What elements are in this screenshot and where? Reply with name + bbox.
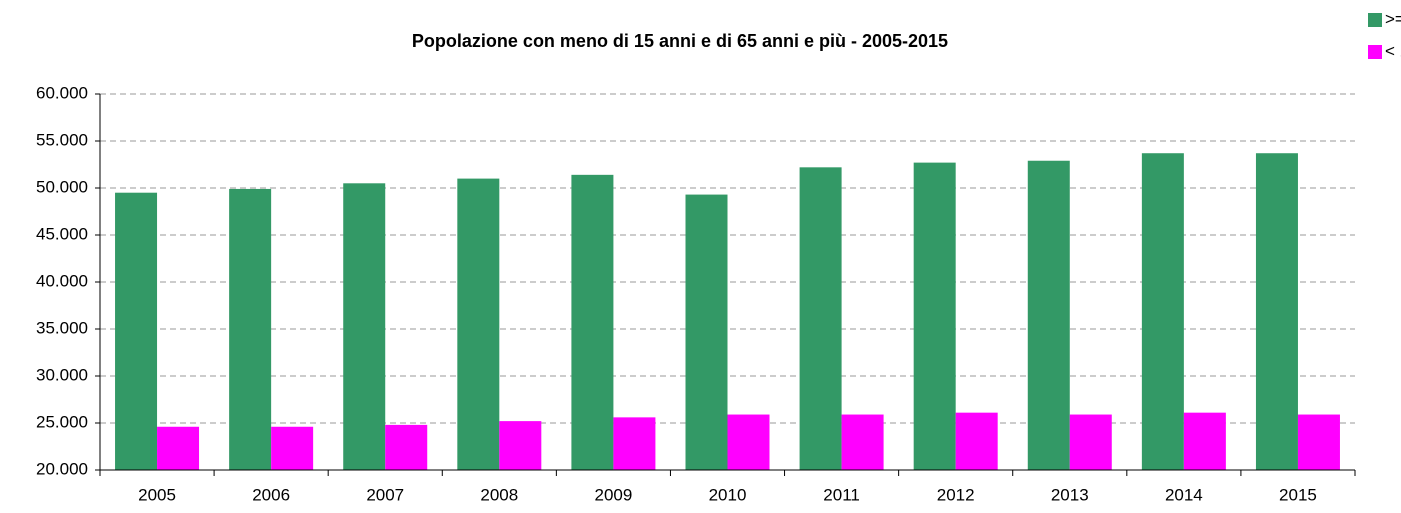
bar: [1141, 153, 1184, 470]
y-tick-label: 30.000: [36, 365, 88, 384]
y-tick-label: 60.000: [36, 83, 88, 102]
legend-swatch: [1368, 45, 1382, 59]
bar: [115, 192, 158, 470]
x-tick-label: 2012: [937, 485, 975, 504]
x-tick-label: 2007: [366, 485, 404, 504]
y-tick-label: 35.000: [36, 318, 88, 337]
legend-label: >=65 anni: [1385, 9, 1401, 28]
bar: [343, 183, 386, 471]
x-tick-label: 2015: [1279, 485, 1317, 504]
bar: [571, 174, 614, 470]
bar: [1027, 160, 1070, 471]
bar: [271, 426, 314, 470]
bar: [1069, 414, 1112, 470]
bar: [613, 417, 656, 470]
y-tick-label: 40.000: [36, 271, 88, 290]
bar: [385, 424, 428, 470]
x-tick-label: 2014: [1165, 485, 1203, 504]
x-tick-label: 2013: [1051, 485, 1089, 504]
bar: [841, 414, 884, 470]
x-tick-label: 2009: [594, 485, 632, 504]
bar: [229, 188, 272, 470]
bar: [157, 426, 200, 470]
x-tick-label: 2011: [823, 485, 860, 504]
x-tick-label: 2005: [138, 485, 176, 504]
bar: [913, 162, 956, 470]
x-tick-label: 2010: [709, 485, 747, 504]
y-tick-label: 45.000: [36, 224, 88, 243]
legend-swatch: [1368, 13, 1382, 27]
bar: [955, 412, 998, 470]
y-tick-label: 55.000: [36, 130, 88, 149]
bar: [685, 194, 728, 470]
bar: [1255, 153, 1298, 470]
bar: [499, 421, 542, 470]
legend-label: < 15 anni: [1385, 41, 1401, 60]
bar: [457, 178, 500, 470]
x-tick-label: 2008: [480, 485, 518, 504]
x-tick-label: 2006: [252, 485, 290, 504]
y-tick-label: 20.000: [36, 459, 88, 478]
bar: [727, 414, 770, 470]
y-tick-label: 25.000: [36, 412, 88, 431]
bar: [1183, 412, 1226, 470]
y-tick-label: 50.000: [36, 177, 88, 196]
bar: [799, 167, 842, 470]
bar: [1297, 414, 1340, 470]
chart-title: Popolazione con meno di 15 anni e di 65 …: [412, 31, 948, 51]
